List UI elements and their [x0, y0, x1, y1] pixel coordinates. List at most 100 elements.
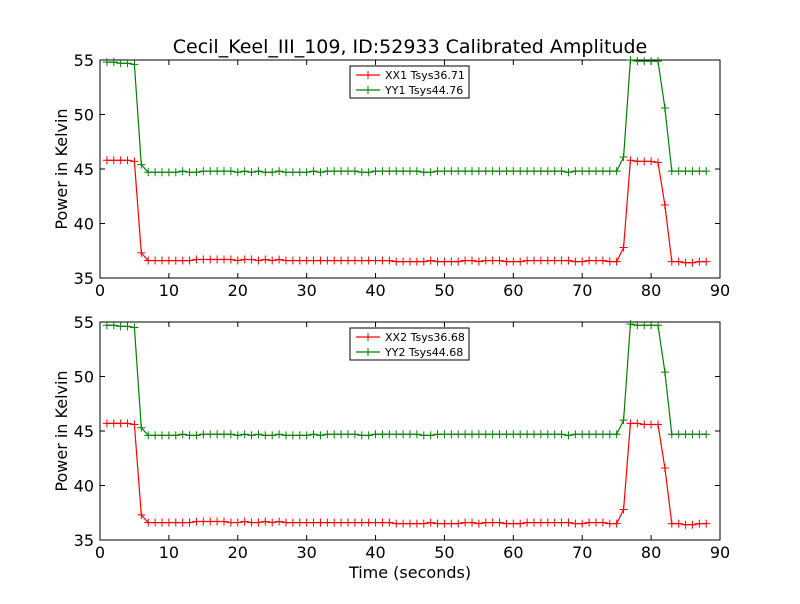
data-point	[550, 430, 559, 439]
data-point	[268, 168, 277, 177]
data-point	[116, 59, 125, 68]
data-point	[295, 518, 304, 527]
data-point	[605, 167, 614, 176]
data-point	[206, 517, 215, 526]
data-point	[612, 519, 621, 528]
x-tick-label: 50	[434, 543, 454, 562]
data-point	[695, 430, 704, 439]
data-point	[261, 431, 270, 440]
x-tick-label: 90	[710, 281, 730, 300]
data-point	[550, 256, 559, 265]
y-tick-label: 45	[74, 422, 94, 441]
data-point	[254, 518, 263, 527]
series-1	[102, 156, 711, 267]
data-point	[164, 518, 173, 527]
data-point	[185, 518, 194, 527]
data-point	[426, 168, 435, 177]
data-point	[571, 257, 580, 266]
subplots: 0 10 20 30 40 50 60 70 80 90 35 40 45 50 55 Power in Ke…	[52, 51, 730, 562]
data-point	[619, 153, 628, 162]
data-point	[660, 464, 669, 473]
data-point	[385, 430, 394, 439]
y-tick-label: 50	[74, 368, 94, 387]
data-point	[447, 257, 456, 266]
data-point	[468, 430, 476, 439]
data-point	[695, 167, 704, 176]
x-tick-label: 20	[228, 543, 248, 562]
data-point	[275, 430, 284, 439]
data-point	[433, 257, 442, 266]
data-point	[213, 255, 222, 264]
data-point	[578, 519, 587, 528]
data-point	[598, 430, 607, 439]
data-point	[481, 430, 490, 439]
data-point	[592, 518, 600, 527]
data-point	[440, 430, 449, 439]
y-axis-label: Power in Kelvin	[52, 370, 71, 491]
data-point	[419, 168, 428, 177]
data-point	[240, 255, 249, 264]
data-point	[598, 518, 607, 527]
data-point	[585, 167, 594, 176]
data-point	[695, 257, 704, 266]
data-point	[385, 518, 394, 527]
data-point	[240, 517, 249, 526]
data-point	[481, 518, 490, 527]
y-tick-label: 50	[74, 106, 94, 125]
data-point	[254, 167, 263, 176]
data-point	[171, 256, 180, 265]
data-point	[323, 256, 332, 265]
data-point	[585, 430, 594, 439]
data-point	[399, 519, 408, 528]
data-point	[268, 431, 277, 440]
data-point	[288, 518, 297, 527]
data-point	[688, 430, 697, 439]
data-point	[151, 256, 160, 265]
data-point	[474, 519, 483, 528]
legend-label: XX1 Tsys36.71	[385, 69, 465, 82]
data-point	[378, 518, 387, 527]
data-point	[502, 257, 511, 266]
data-point	[536, 256, 545, 265]
data-point	[695, 519, 704, 528]
data-point	[275, 167, 284, 176]
data-point	[454, 167, 463, 176]
data-point	[364, 256, 373, 265]
data-point	[240, 167, 249, 176]
data-point	[640, 321, 649, 330]
data-point	[102, 321, 111, 330]
data-point	[702, 519, 711, 528]
data-point	[419, 519, 428, 528]
data-point	[681, 520, 690, 529]
data-point	[461, 256, 470, 265]
data-point	[509, 257, 518, 266]
data-point	[461, 167, 470, 176]
data-point	[378, 167, 387, 176]
data-point	[412, 519, 421, 528]
data-point	[164, 168, 173, 177]
data-point	[109, 321, 118, 330]
data-point	[302, 518, 311, 527]
data-point	[447, 167, 456, 176]
data-point	[516, 430, 525, 439]
y-axis-label: Power in Kelvin	[52, 108, 71, 229]
data-point	[605, 257, 614, 266]
data-point	[481, 167, 490, 176]
data-point	[288, 256, 297, 265]
series-2	[102, 320, 711, 440]
x-tick-label: 40	[365, 281, 385, 300]
data-point	[392, 257, 401, 266]
subplot-1: 0 10 20 30 40 50 60 70 80 90 35 40 45 50 55 Power in Ke…	[52, 51, 730, 300]
data-point	[130, 323, 139, 332]
data-point	[233, 256, 242, 265]
data-point	[447, 519, 456, 528]
data-point	[282, 518, 290, 527]
series-2	[102, 56, 711, 177]
data-point	[247, 431, 256, 440]
data-point	[295, 168, 304, 177]
data-point	[468, 256, 476, 265]
data-point	[309, 256, 318, 265]
data-point	[523, 256, 532, 265]
data-point	[654, 420, 662, 429]
